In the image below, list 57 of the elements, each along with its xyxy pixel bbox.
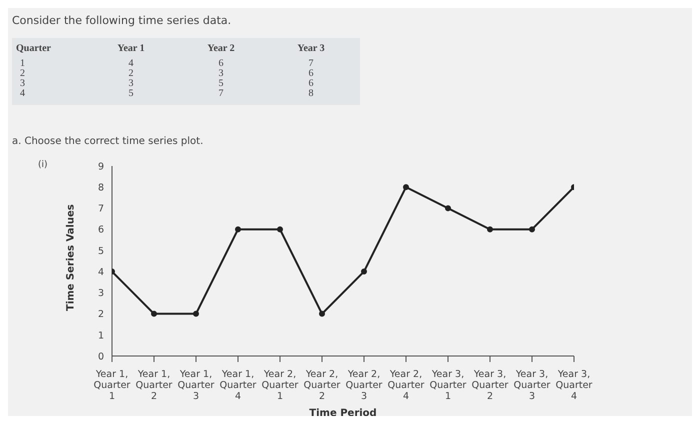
point bbox=[235, 226, 241, 232]
point bbox=[445, 205, 451, 212]
text: 2 bbox=[128, 68, 134, 79]
text: 2 bbox=[19, 68, 26, 79]
x-tick-label: Year 2, Quarter 2 bbox=[304, 369, 340, 402]
text: 3 bbox=[128, 78, 134, 89]
text: 6 bbox=[218, 58, 224, 69]
x-tick-label: Year 3, Quarter 4 bbox=[556, 369, 592, 402]
x-tick-label: Year 2, Quarter 3 bbox=[346, 369, 382, 402]
point bbox=[277, 226, 283, 232]
y-tick-label: 7 bbox=[98, 204, 104, 215]
point bbox=[403, 184, 409, 190]
point bbox=[529, 226, 535, 232]
point bbox=[361, 268, 367, 275]
x-tick-label: Year 3, Quarter 2 bbox=[472, 369, 508, 402]
text: 6 bbox=[308, 78, 314, 89]
text: 5 bbox=[128, 88, 134, 99]
x-axis-title: Time Period bbox=[309, 408, 377, 419]
text: 5 bbox=[218, 78, 224, 89]
x-tick-label: Year 2, Quarter 1 bbox=[262, 369, 298, 402]
y-tick-label: 3 bbox=[98, 288, 104, 300]
point bbox=[487, 226, 493, 232]
text: 7 bbox=[308, 58, 314, 69]
x-tick-label: Year 1, Quarter 1 bbox=[94, 369, 130, 402]
text: a. Choose the correct time series plot. bbox=[12, 136, 204, 147]
point bbox=[319, 310, 325, 317]
chart-title: Consider the following time series data. bbox=[12, 14, 232, 27]
y-tick-label: 6 bbox=[98, 224, 104, 236]
x-tick-label: Year 3, Quarter 1 bbox=[430, 369, 466, 402]
text: 3 bbox=[19, 78, 26, 89]
x-tick-label: Year 1, Quarter 2 bbox=[136, 369, 172, 402]
x-tick-label: Year 1, Quarter 4 bbox=[220, 369, 256, 402]
text: (i) bbox=[38, 160, 48, 170]
point bbox=[151, 310, 157, 317]
text: Year 3 bbox=[296, 43, 326, 54]
point bbox=[193, 310, 199, 317]
x-tick-label: Year 3, Quarter 3 bbox=[514, 369, 550, 402]
x-tick-label: Year 1, Quarter 3 bbox=[178, 369, 214, 402]
y-tick-label: 9 bbox=[98, 161, 104, 172]
x-tick-label: Year 2, Quarter 4 bbox=[388, 369, 424, 402]
y-tick-label: 5 bbox=[98, 246, 104, 257]
text: 1 bbox=[19, 58, 26, 69]
y-tick-label: 0 bbox=[98, 351, 104, 362]
text: Year 1 bbox=[116, 43, 146, 54]
text: 8 bbox=[308, 88, 314, 99]
text: 4 bbox=[128, 58, 134, 69]
y-tick-label: 8 bbox=[98, 182, 104, 194]
text: 7 bbox=[218, 88, 224, 99]
text: 6 bbox=[308, 68, 314, 79]
y-axis-title: Time Series Values bbox=[66, 204, 77, 311]
y-tick-label: 4 bbox=[98, 266, 104, 278]
text: 3 bbox=[218, 68, 224, 79]
text: 4 bbox=[19, 88, 26, 99]
y-tick-label: 2 bbox=[98, 309, 104, 320]
y-tick-label: 1 bbox=[98, 330, 104, 342]
text: Year 2 bbox=[206, 43, 236, 54]
text: Quarter bbox=[16, 43, 52, 54]
